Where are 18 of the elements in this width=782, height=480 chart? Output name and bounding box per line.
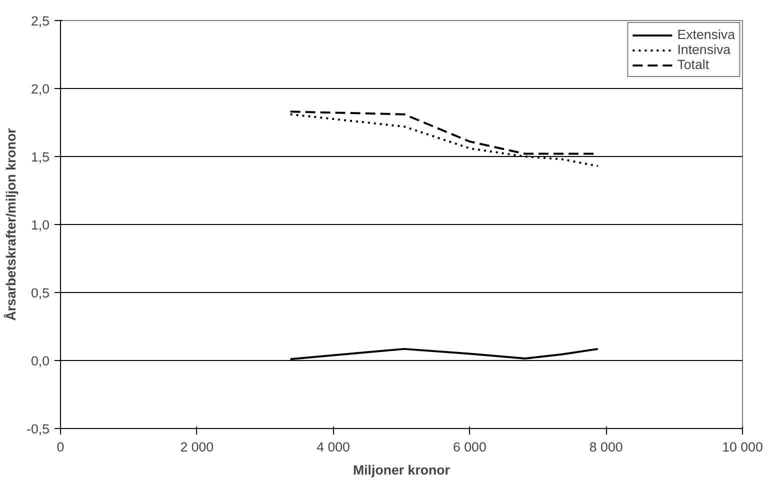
y-tick-label: 0,5	[30, 286, 50, 300]
legend-label: Totalt	[677, 57, 710, 72]
x-tick-label: 10 000	[722, 440, 763, 454]
y-axis-title: Årsarbetskrafter/miljon kronor	[4, 128, 19, 321]
x-tick-label: 8 000	[589, 440, 623, 454]
x-tick-label: 0	[56, 440, 64, 454]
legend-label: Intensiva	[677, 42, 731, 57]
legend-label: Extensiva	[677, 27, 735, 42]
x-tick-label: 2 000	[180, 440, 214, 454]
x-tick-label: 6 000	[453, 440, 486, 454]
y-tick-label: 2,5	[30, 14, 50, 28]
x-axis-title: Miljoner kronor	[352, 462, 450, 478]
x-tick-label: 4 000	[316, 440, 350, 454]
y-tick-label: 1,5	[30, 150, 50, 164]
y-tick-label: 2,0	[30, 82, 50, 96]
y-tick-label: 1,0	[30, 218, 50, 232]
y-tick-label: 0,0	[30, 354, 50, 368]
y-tick-label: -0,5	[26, 422, 50, 436]
